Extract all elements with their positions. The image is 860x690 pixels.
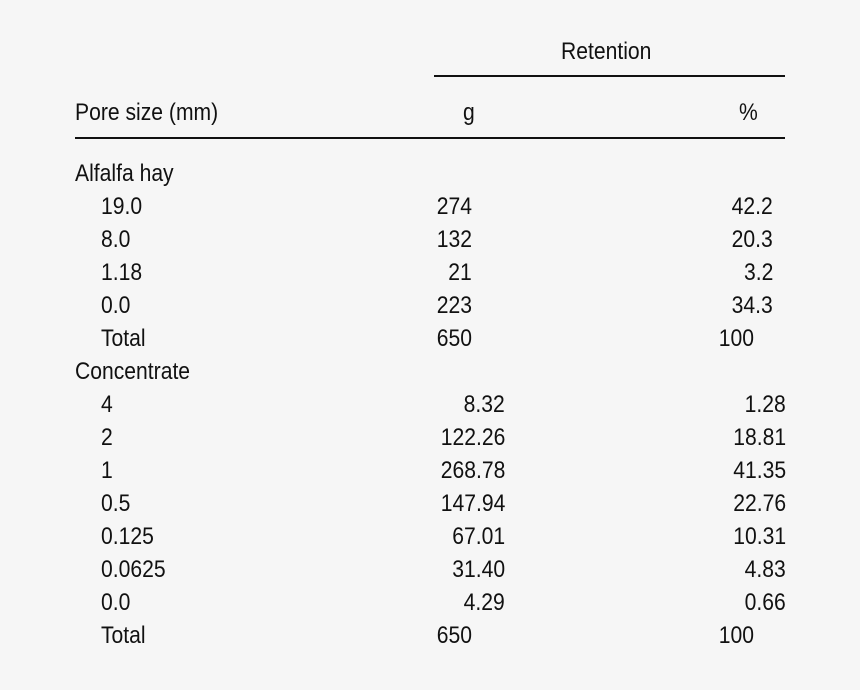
row-pct: 18.81	[733, 424, 786, 451]
row-pore: 0.0	[101, 292, 131, 319]
row-pore: 1	[101, 457, 113, 484]
row-pct: 1.28	[744, 391, 786, 418]
row-pct: 4.83	[744, 556, 786, 583]
row-g: 8.32	[463, 391, 505, 418]
row-pore-total: Total	[101, 325, 146, 352]
row-pore: 8.0	[101, 226, 131, 253]
row-g: 268.78	[440, 457, 505, 484]
group-label-alfalfa: Alfalfa hay	[75, 160, 174, 187]
row-g: 31.40	[452, 556, 505, 583]
header-retention: Retention	[561, 38, 652, 65]
row-pct: 0.66	[744, 589, 786, 616]
row-pct: 10.31	[733, 523, 786, 550]
header-rule	[75, 137, 785, 139]
row-pct: 34.3	[731, 292, 773, 319]
row-g-total: 650	[436, 325, 472, 352]
row-g: 122.26	[440, 424, 505, 451]
row-g: 274	[436, 193, 472, 220]
row-g: 21	[448, 259, 472, 286]
row-pct: 41.35	[733, 457, 786, 484]
row-pct-total: 100	[718, 622, 754, 649]
row-pct-total: 100	[718, 325, 754, 352]
row-g-total: 650	[436, 622, 472, 649]
row-g: 67.01	[452, 523, 505, 550]
row-pct: 3.2	[743, 259, 773, 286]
row-pore: 19.0	[101, 193, 143, 220]
row-pct: 20.3	[731, 226, 773, 253]
row-pore: 0.5	[101, 490, 131, 517]
row-pore: 0.0625	[101, 556, 166, 583]
row-g: 4.29	[463, 589, 505, 616]
row-g: 223	[436, 292, 472, 319]
row-pct: 42.2	[731, 193, 773, 220]
header-g: g	[463, 99, 475, 126]
row-g: 147.94	[440, 490, 505, 517]
header-pore-size: Pore size (mm)	[75, 99, 219, 126]
group-label-concentrate: Concentrate	[75, 358, 191, 385]
row-pore: 2	[101, 424, 113, 451]
row-pore-total: Total	[101, 622, 146, 649]
row-pct: 22.76	[733, 490, 786, 517]
row-pore: 4	[101, 391, 113, 418]
row-pore: 0.125	[101, 523, 154, 550]
row-g: 132	[436, 226, 472, 253]
row-pore: 0.0	[101, 589, 131, 616]
header-percent: %	[739, 99, 758, 126]
header-spanner-rule	[434, 75, 785, 77]
row-pore: 1.18	[101, 259, 143, 286]
